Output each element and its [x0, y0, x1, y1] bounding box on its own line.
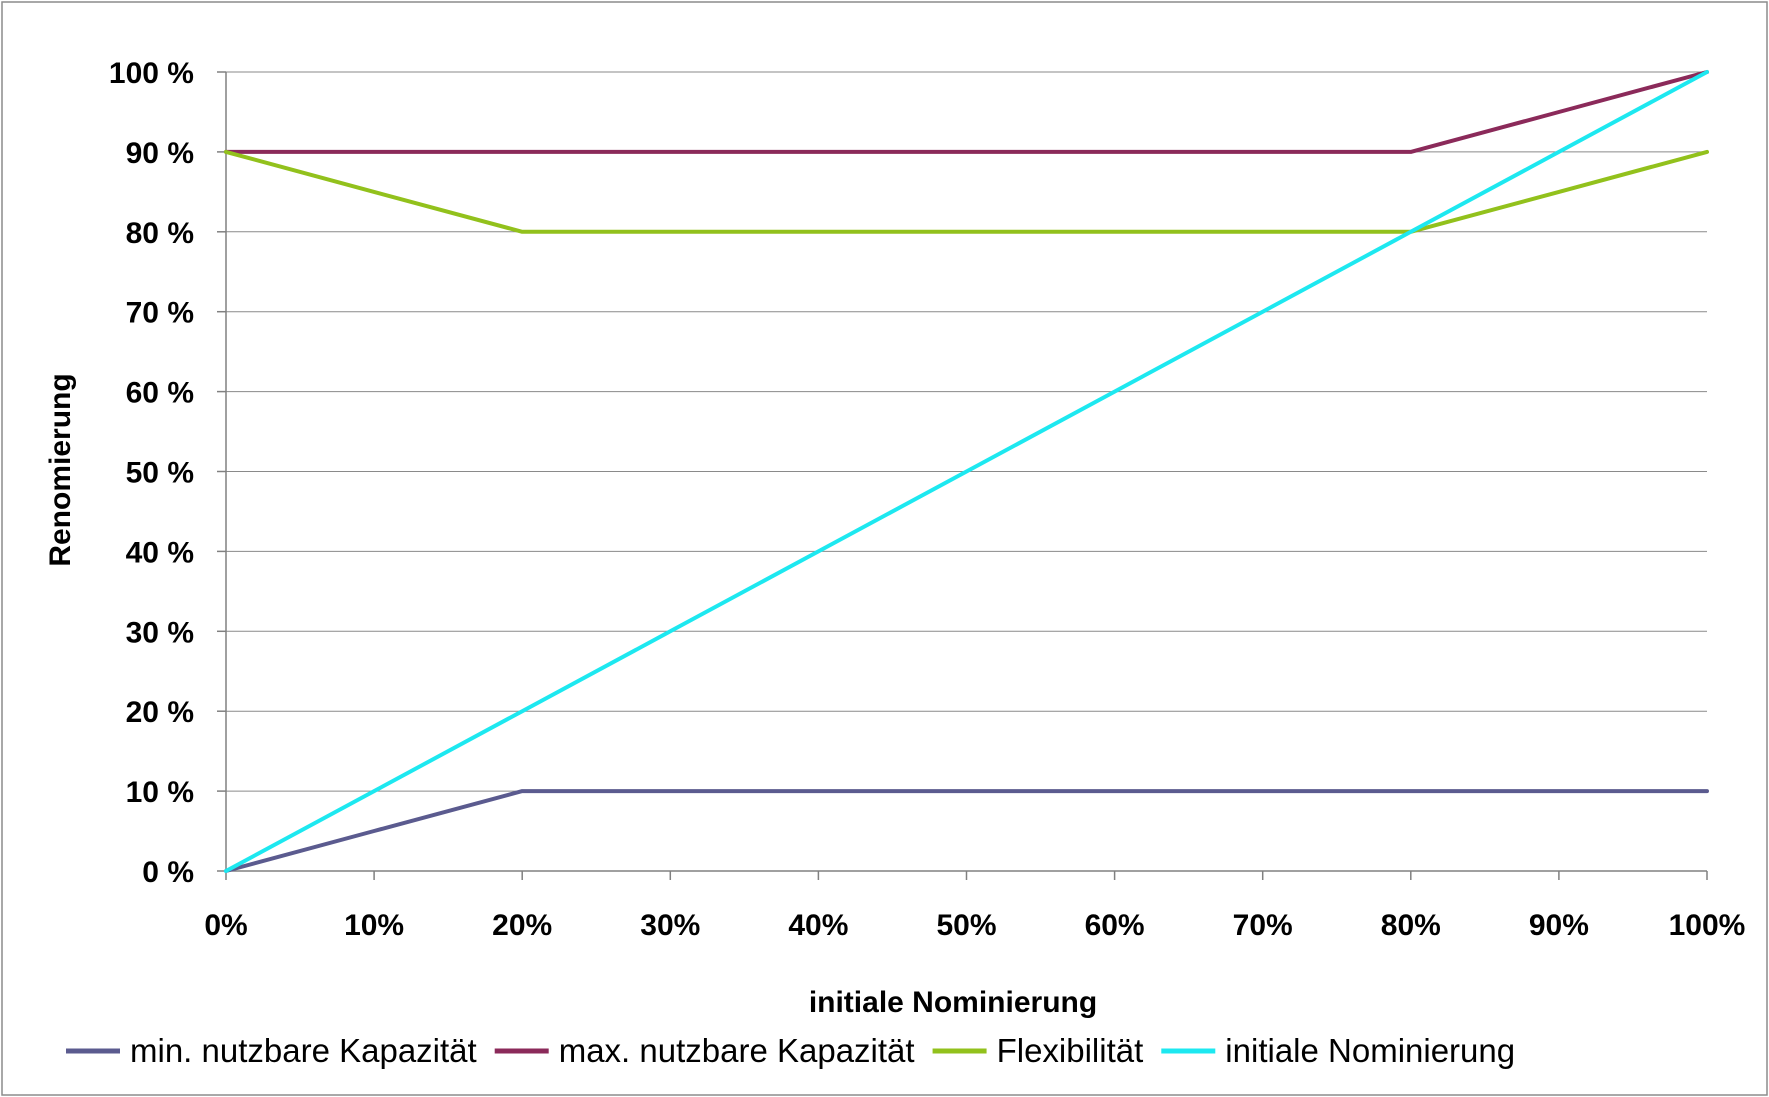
y-tick-label: 70 %: [126, 297, 194, 330]
x-tick-label: 50%: [936, 909, 996, 942]
x-tick-label: 20%: [492, 909, 552, 942]
series-line-flexibilit-t: [224, 149, 1709, 234]
y-tick-label: 50 %: [126, 457, 194, 490]
series-lines: [224, 70, 1709, 873]
y-tick-label: 90 %: [126, 137, 194, 170]
x-tick-label: 40%: [788, 909, 848, 942]
x-tick-label: 0%: [204, 909, 247, 942]
y-tick-label: 80 %: [126, 217, 194, 250]
x-tick-label: 60%: [1085, 909, 1145, 942]
y-tick-label: 0 %: [142, 856, 194, 889]
legend-label-max-nutzbare-kapazit-t: max. nutzbare Kapazität: [559, 1032, 915, 1069]
y-tick-label: 30 %: [126, 616, 194, 649]
x-tick-label: 10%: [344, 909, 404, 942]
x-tick-label: 70%: [1233, 909, 1293, 942]
x-tick-label: 90%: [1529, 909, 1589, 942]
series-line-max-nutzbare-kapazit-t: [224, 70, 1709, 154]
y-tick-label: 60 %: [126, 377, 194, 410]
y-axis-title: Renomierung: [44, 373, 77, 566]
x-tick-label: 80%: [1381, 909, 1441, 942]
axes: [217, 71, 1708, 880]
legend-label-initiale-nominierung: initiale Nominierung: [1225, 1032, 1515, 1069]
series-line-min-nutzbare-kapazit-t: [224, 789, 1709, 873]
tick-labels: 0 % 10 % 20 % 30 % 40 % 50 % 60 % 70 % 80 % 90 % 1…: [109, 57, 1745, 942]
legend-label-min-nutzbare-kapazit-t: min. nutzbare Kapazität: [130, 1032, 477, 1069]
y-tick-label: 100 %: [109, 57, 194, 90]
series-line-initiale-nominierung: [224, 70, 1709, 873]
y-tick-label: 20 %: [126, 696, 194, 729]
x-tick-label: 100%: [1669, 909, 1746, 942]
legend: min. nutzbare Kapazität max. nutzbare Kap…: [66, 1032, 1515, 1069]
legend-label-flexibilit-t: Flexibilität: [997, 1032, 1144, 1069]
y-tick-label: 40 %: [126, 536, 194, 569]
y-tick-label: 10 %: [126, 776, 194, 809]
x-axis-title: initiale Nominierung: [809, 986, 1097, 1019]
x-tick-label: 30%: [640, 909, 700, 942]
